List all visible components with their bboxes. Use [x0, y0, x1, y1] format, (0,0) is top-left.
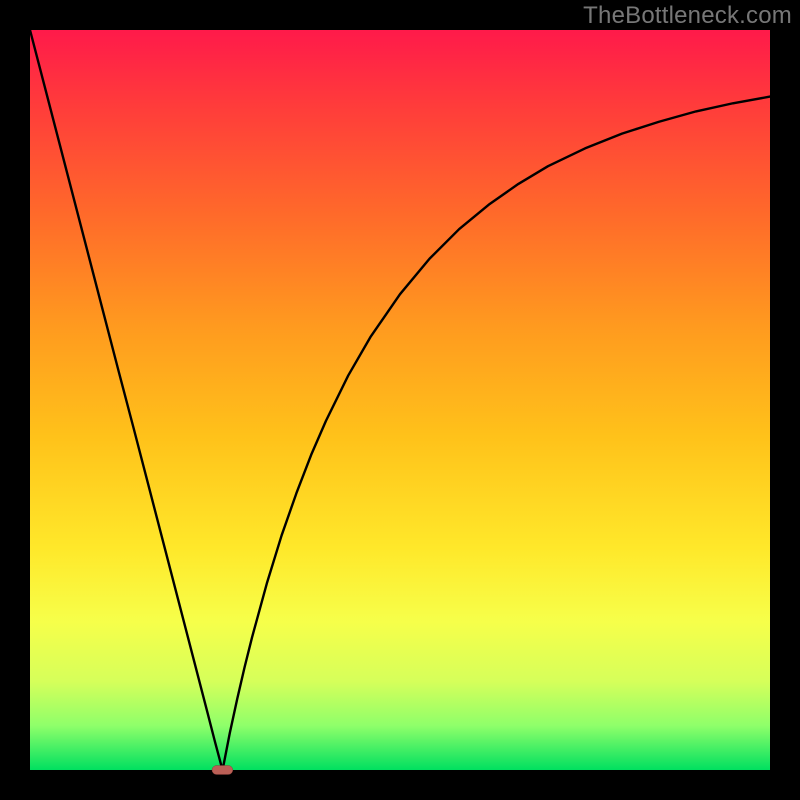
watermark-text: TheBottleneck.com [583, 2, 792, 30]
chart-background [30, 30, 770, 770]
bottleneck-chart [0, 0, 800, 800]
chart-frame: TheBottleneck.com [0, 0, 800, 800]
optimal-marker [212, 766, 233, 775]
